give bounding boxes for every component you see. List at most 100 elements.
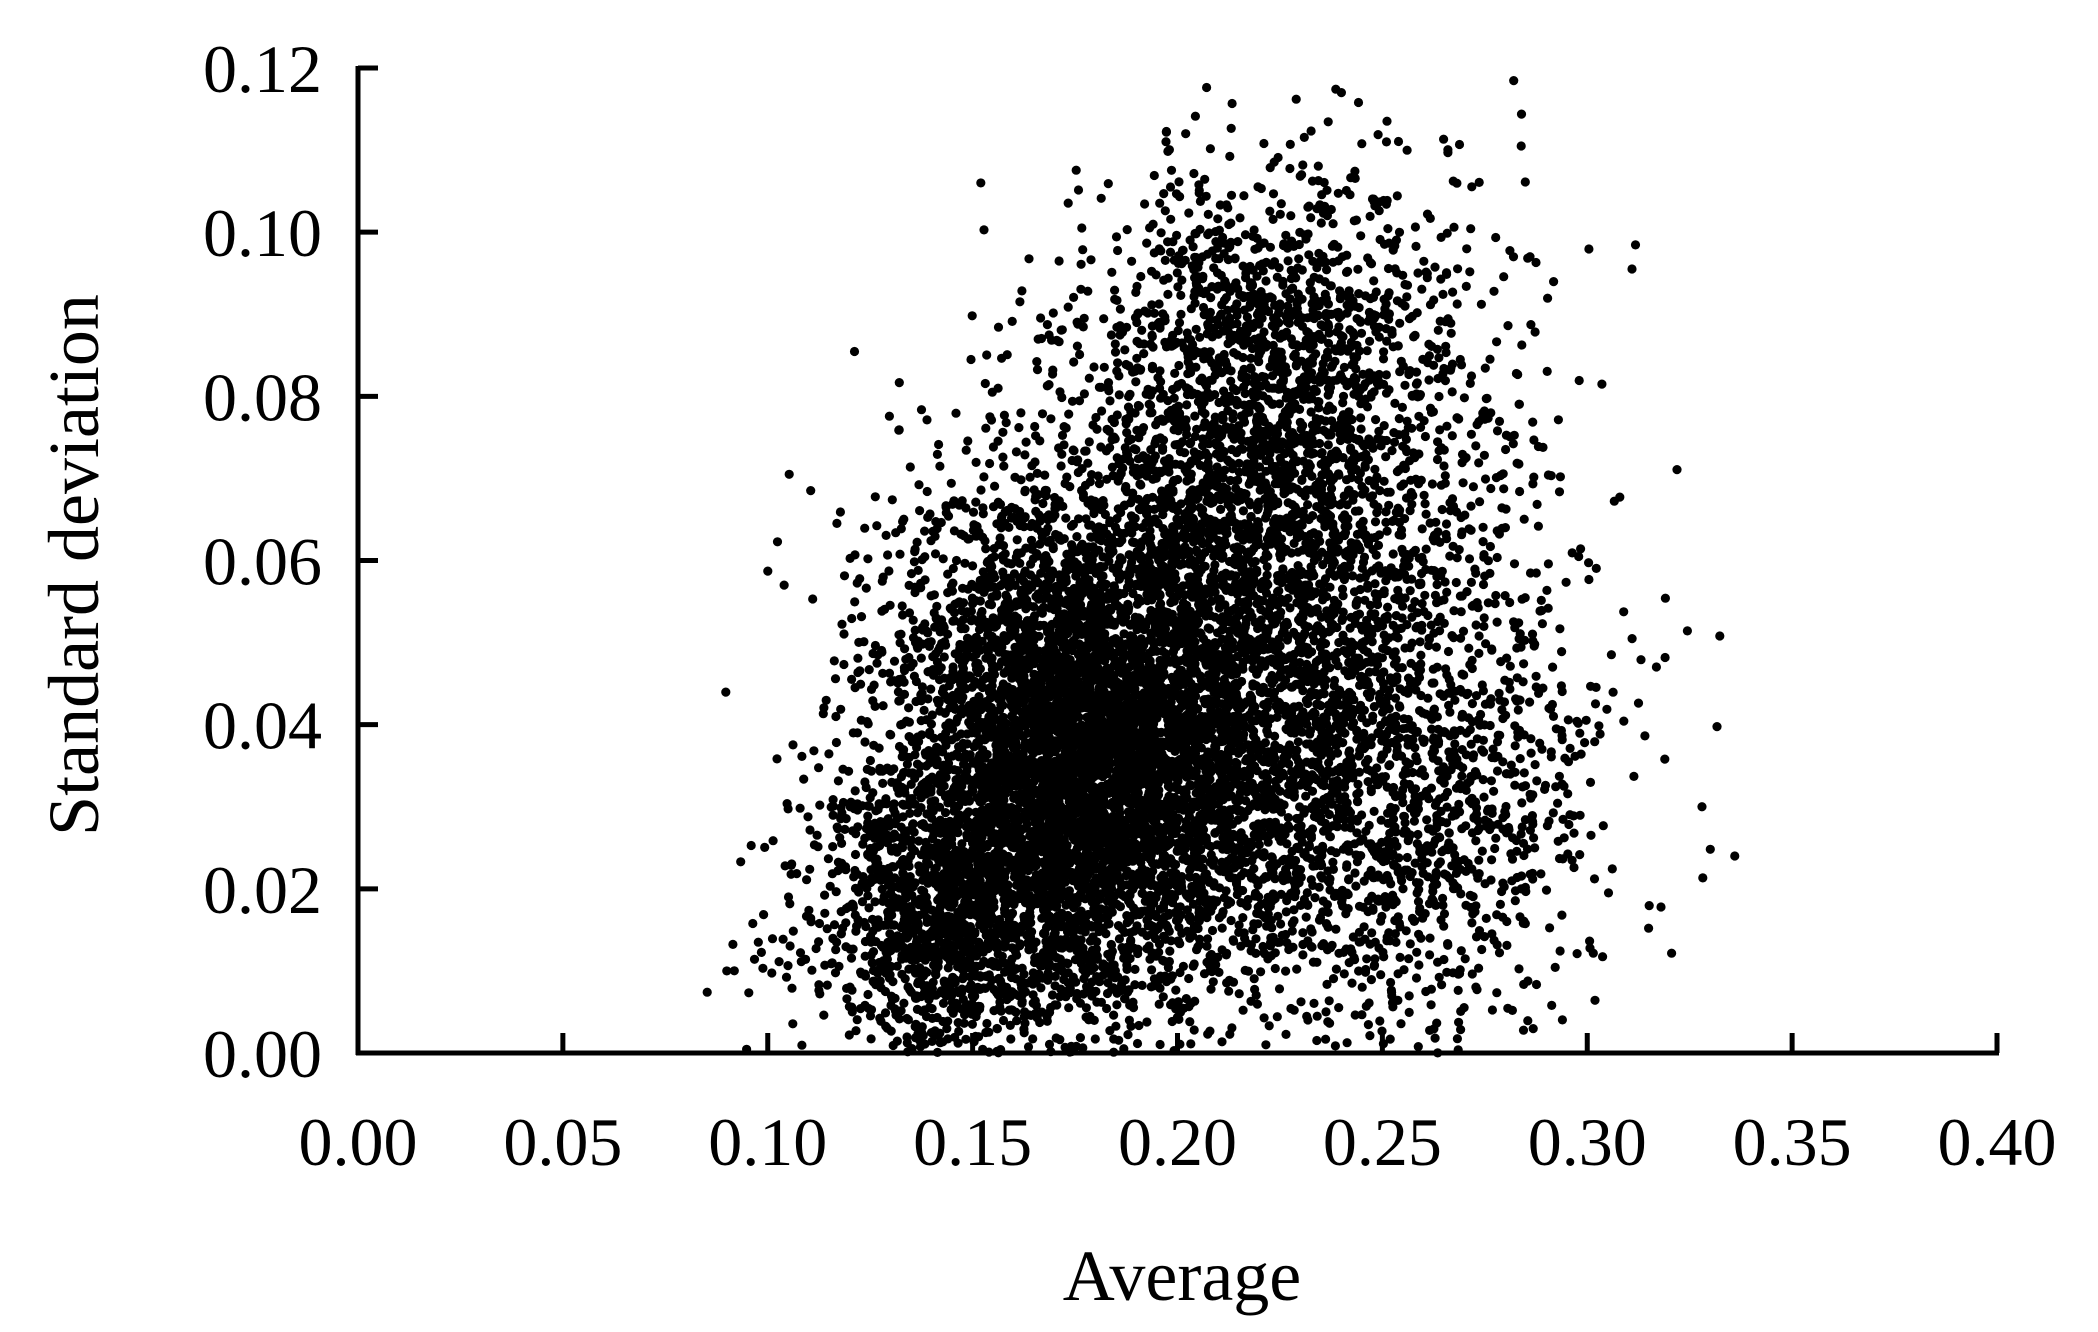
scatter-point xyxy=(973,658,983,669)
scatter-point xyxy=(895,549,905,559)
scatter-point xyxy=(887,495,897,505)
scatter-point xyxy=(1193,923,1203,934)
scatter-point xyxy=(1015,574,1025,584)
scatter-point xyxy=(837,619,847,629)
scatter-point xyxy=(1240,899,1250,909)
scatter-point xyxy=(1206,984,1216,994)
scatter-point xyxy=(1226,915,1236,926)
scatter-point xyxy=(930,531,940,542)
scatter-point xyxy=(899,665,910,676)
scatter-point xyxy=(1125,889,1135,899)
scatter-point xyxy=(920,552,930,562)
scatter-point xyxy=(1147,843,1157,853)
scatter-point xyxy=(966,354,976,365)
scatter-point xyxy=(999,461,1009,471)
scatter-point xyxy=(1224,986,1234,996)
scatter-point xyxy=(1038,584,1048,594)
scatter-point xyxy=(1019,522,1029,532)
scatter-point xyxy=(1072,341,1082,351)
scatter-point xyxy=(889,656,900,666)
scatter-point xyxy=(870,897,880,907)
scatter-point xyxy=(877,647,887,657)
scatter-point xyxy=(891,528,901,538)
scatter-point xyxy=(1085,680,1095,690)
scatter-point xyxy=(872,521,882,531)
scatter-point xyxy=(1208,977,1218,987)
scatter-point xyxy=(830,674,841,684)
scatter-point xyxy=(904,703,914,713)
scatter-point xyxy=(944,681,954,691)
scatter-point xyxy=(926,684,936,694)
scatter-point xyxy=(906,569,917,579)
scatter-point xyxy=(1072,532,1082,542)
scatter-point xyxy=(976,752,986,763)
scatter-point xyxy=(1038,498,1048,509)
scatter-point xyxy=(788,740,798,750)
scatter-point xyxy=(997,511,1007,521)
scatter-point xyxy=(897,601,907,611)
scatter-point xyxy=(1000,599,1010,609)
scatter-point xyxy=(948,616,958,626)
scatter-point xyxy=(1084,437,1094,447)
scatter-point xyxy=(972,521,982,532)
scatter-point xyxy=(997,551,1007,561)
scatter-point xyxy=(1025,472,1035,482)
scatter-point xyxy=(987,562,997,572)
scatter-point xyxy=(967,593,978,603)
scatter-point xyxy=(923,694,933,704)
scatter-point xyxy=(1102,988,1113,999)
scatter-point xyxy=(990,622,1000,632)
scatter-point xyxy=(1072,457,1082,467)
scatter-point xyxy=(1112,899,1122,910)
scatter-point xyxy=(836,704,846,714)
scatter-point xyxy=(795,803,805,813)
scatter-point xyxy=(1021,619,1032,630)
scatter-point xyxy=(1177,928,1187,938)
scatter-point xyxy=(1241,796,1251,806)
scatter-point xyxy=(1140,896,1150,906)
scatter-point xyxy=(850,550,860,560)
scatter-point xyxy=(921,761,931,771)
scatter-point xyxy=(1022,580,1032,590)
scatter-point xyxy=(1060,684,1070,694)
scatter-point xyxy=(1205,624,1215,634)
scatter-points xyxy=(702,76,1740,1058)
scatter-point xyxy=(981,653,991,663)
scatter-point xyxy=(1008,698,1018,708)
scatter-point xyxy=(1411,973,1422,983)
scatter-point xyxy=(971,457,981,467)
scatter-point xyxy=(1017,286,1027,296)
scatter-point xyxy=(1012,535,1022,545)
scatter-point xyxy=(1086,921,1096,931)
scatter-point xyxy=(1178,961,1188,972)
scatter-point xyxy=(916,653,926,663)
scatter-point xyxy=(870,640,881,651)
scatter-point xyxy=(998,541,1009,551)
scatter-point xyxy=(1046,629,1056,639)
scatter-point xyxy=(904,652,914,663)
scatter-point xyxy=(859,637,869,647)
scatter-point xyxy=(1020,694,1031,704)
scatter-point xyxy=(957,496,967,506)
scatter-point xyxy=(863,554,873,564)
scatter-point xyxy=(1014,423,1024,433)
scatter-point xyxy=(998,427,1008,437)
scatter-point xyxy=(947,586,958,596)
scatter-point xyxy=(1207,925,1218,936)
scatter-point xyxy=(828,810,838,820)
scatter-point xyxy=(908,819,918,829)
scatter-point xyxy=(869,740,879,750)
scatter-point xyxy=(944,718,954,728)
scatter-point xyxy=(1110,347,1121,357)
scatter-point xyxy=(1132,1038,1143,1049)
scatter-point xyxy=(1083,458,1093,468)
scatter-point xyxy=(1016,408,1026,418)
scatter-point xyxy=(992,635,1002,645)
scatter-point xyxy=(928,665,938,675)
scatter-point xyxy=(1142,1017,1152,1027)
scatter-point xyxy=(989,552,999,562)
scatter-point xyxy=(956,675,966,685)
scatter-point xyxy=(1202,941,1212,951)
scatter-point xyxy=(852,578,862,588)
scatter-point xyxy=(926,637,936,647)
